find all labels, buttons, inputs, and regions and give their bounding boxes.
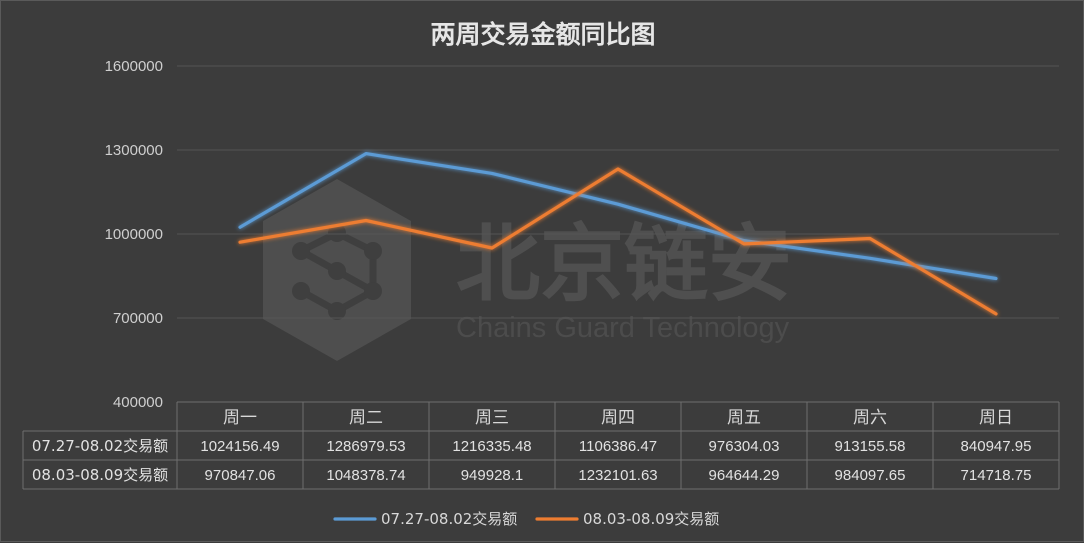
y-tick-label: 1300000 xyxy=(105,142,163,159)
table-row-label: 08.03-08.09交易额 xyxy=(32,466,168,484)
data-table: 周一 周二 周三 周四 周五 周六 周日 07.27-08.02交易额 1024156.49 12… xyxy=(22,401,1060,490)
data-label: 913155.58 xyxy=(835,438,906,455)
category-label: 周四 xyxy=(601,408,635,428)
data-label: 1286979.53 xyxy=(326,438,405,455)
category-label: 周二 xyxy=(349,408,383,428)
table-row-label: 07.27-08.02交易额 xyxy=(32,437,168,455)
legend-label: 07.27-08.02交易额 xyxy=(381,510,517,528)
legend: 07.27-08.02交易额 08.03-08.09交易额 xyxy=(333,510,719,528)
series-line-2 xyxy=(238,167,998,316)
data-label: 1216335.48 xyxy=(452,438,531,455)
data-label: 1024156.49 xyxy=(200,438,279,455)
y-tick-label: 700000 xyxy=(113,310,163,327)
chart-title: 两周交易金额同比图 xyxy=(430,20,655,49)
series-lines xyxy=(238,152,998,316)
category-label: 周日 xyxy=(979,408,1013,428)
data-label: 976304.03 xyxy=(709,438,780,455)
y-tick-label: 1600000 xyxy=(105,58,163,75)
watermark-cn: 北京链安 xyxy=(456,215,792,313)
data-label: 970847.06 xyxy=(205,467,276,484)
hexagon-molecule-logo-icon xyxy=(263,179,411,361)
data-label: 984097.65 xyxy=(835,467,906,484)
watermark-en: Chains Guard Technology xyxy=(456,312,790,344)
data-label: 1106386.47 xyxy=(579,438,657,455)
gridlines xyxy=(177,65,1059,319)
data-label: 840947.95 xyxy=(961,438,1032,455)
y-tick-label: 1000000 xyxy=(105,226,163,243)
category-label: 周一 xyxy=(223,408,257,428)
data-label: 949928.1 xyxy=(461,467,524,484)
category-label: 周三 xyxy=(475,408,509,428)
y-axis: 400000 700000 1000000 1300000 1600000 xyxy=(105,58,163,411)
data-label: 964644.29 xyxy=(709,467,780,484)
series-line-1 xyxy=(238,152,998,281)
watermark: 北京链安 Chains Guard Technology xyxy=(263,179,792,361)
data-label: 714718.75 xyxy=(961,467,1032,484)
data-label: 1048378.74 xyxy=(326,467,405,484)
category-label: 周六 xyxy=(853,408,887,428)
legend-label: 08.03-08.09交易额 xyxy=(583,510,719,528)
category-label: 周五 xyxy=(727,408,761,428)
data-label: 1232101.63 xyxy=(578,467,657,484)
y-tick-label: 400000 xyxy=(113,394,163,411)
